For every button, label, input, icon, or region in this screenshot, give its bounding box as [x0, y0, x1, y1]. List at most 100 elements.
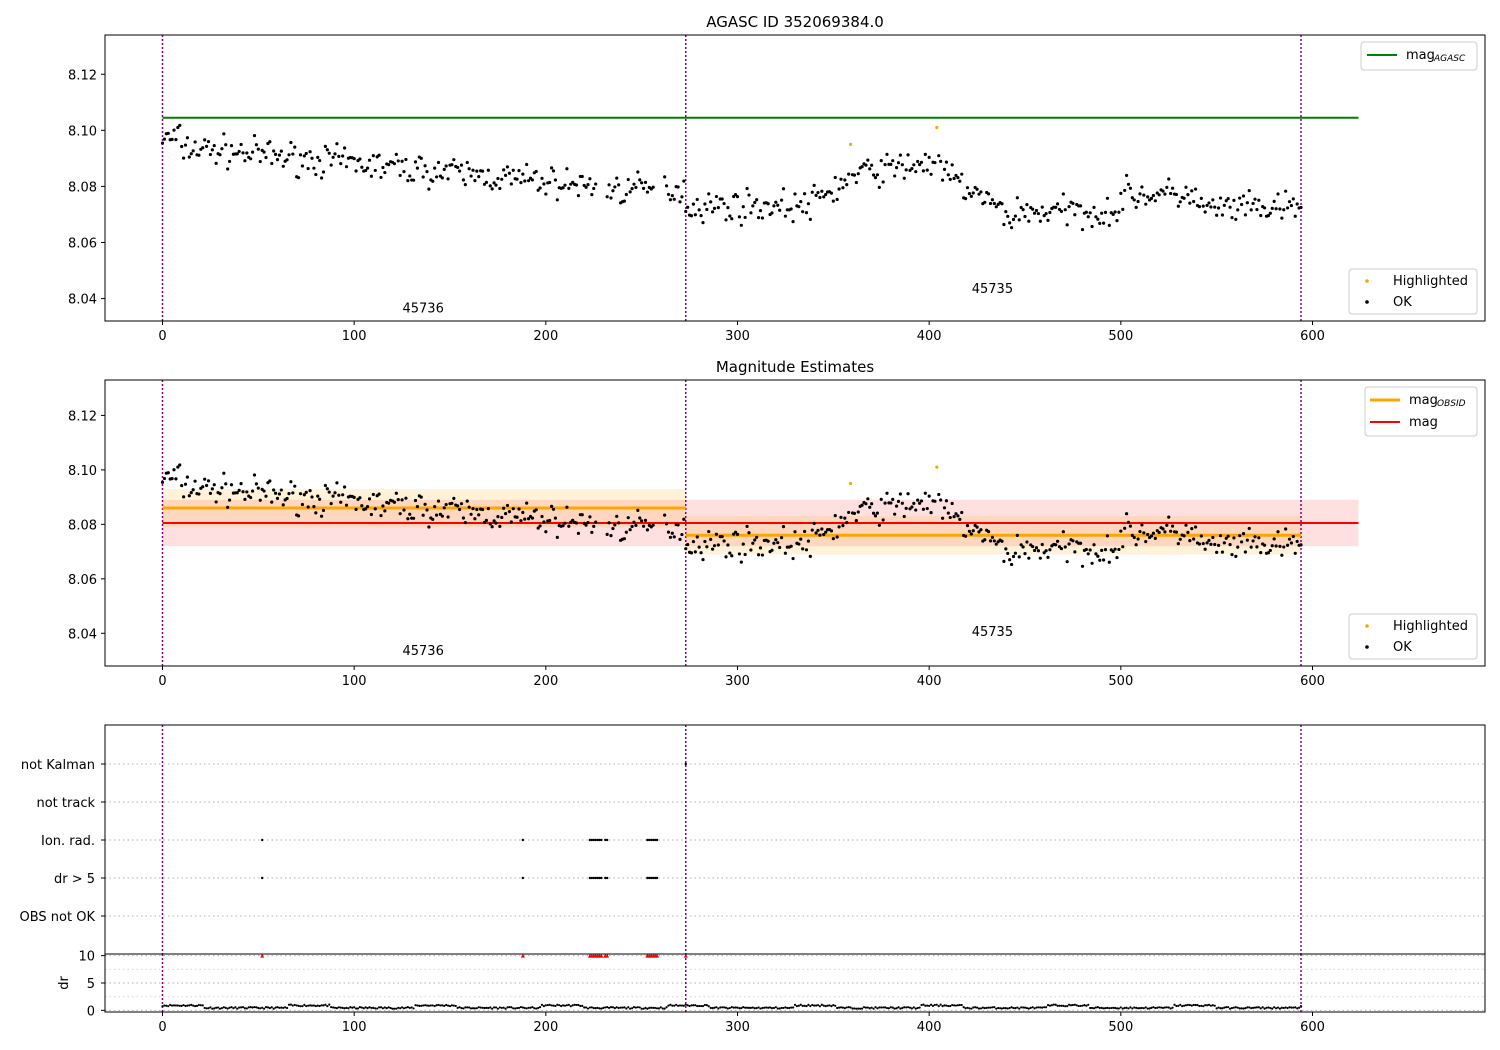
ok-point — [933, 499, 937, 503]
dr-point — [387, 1006, 390, 1009]
ok-point — [239, 142, 243, 147]
ok-point — [413, 498, 418, 503]
ok-point — [960, 172, 964, 176]
ok-point — [1121, 545, 1125, 549]
ok-point — [335, 142, 339, 146]
ok-point — [916, 159, 920, 164]
ok-point — [411, 516, 416, 520]
ok-point — [413, 160, 418, 164]
ok-point — [321, 508, 326, 512]
ok-point — [544, 192, 548, 196]
ok-point — [695, 197, 699, 202]
ok-point — [831, 199, 835, 203]
dr-point — [692, 1004, 695, 1007]
ok-point — [210, 148, 214, 152]
dr-point — [1079, 1004, 1082, 1008]
ok-point — [1078, 204, 1083, 208]
ok-point — [452, 496, 456, 500]
ok-point — [1222, 541, 1226, 545]
ok-point — [889, 501, 893, 505]
dr-point — [255, 1006, 258, 1009]
ok-point — [580, 513, 584, 517]
dr-point — [736, 1006, 739, 1009]
ok-point — [488, 184, 492, 188]
obsid-label: 45735 — [972, 625, 1013, 640]
ok-point — [1228, 542, 1232, 547]
ok-point — [613, 523, 617, 527]
ok-point — [433, 166, 437, 170]
ok-point — [480, 169, 485, 173]
dr-point — [322, 1004, 325, 1007]
dr-point — [184, 1004, 187, 1008]
ok-point — [218, 492, 222, 496]
dr-point — [926, 1004, 929, 1007]
dr-point — [337, 1006, 340, 1009]
ok-point — [354, 507, 358, 511]
ok-point — [212, 144, 216, 148]
ok-point — [779, 198, 784, 202]
dr-point — [525, 1007, 528, 1010]
ok-point — [563, 521, 567, 525]
dr-point — [510, 1006, 513, 1009]
dr-clipped-marker — [520, 953, 525, 958]
dr-point — [619, 1006, 622, 1009]
ok-point — [206, 139, 211, 144]
ok-point — [1268, 548, 1272, 553]
ok-point — [789, 207, 793, 211]
ok-point — [505, 165, 510, 169]
dr-point — [205, 1007, 208, 1010]
ok-point — [948, 515, 952, 520]
ok-point — [333, 152, 337, 156]
ok-point — [279, 149, 283, 153]
ok-point — [1220, 550, 1225, 554]
ok-point — [818, 533, 822, 537]
ok-point — [733, 530, 738, 534]
ok-point — [1230, 215, 1234, 220]
ok-point — [818, 195, 822, 200]
dr-point — [1182, 1004, 1186, 1007]
ok-point — [469, 512, 473, 516]
x-tick-label: 400 — [917, 1020, 942, 1035]
ok-point — [1103, 210, 1108, 214]
ok-point — [323, 483, 328, 488]
dr-point — [1104, 1006, 1107, 1010]
dr-point — [1190, 1004, 1193, 1007]
ok-point — [701, 221, 705, 225]
ok-point — [473, 179, 477, 183]
ok-point — [1284, 189, 1288, 193]
ok-point — [530, 516, 535, 520]
ok-point — [1262, 206, 1267, 210]
dr-point — [443, 1004, 446, 1008]
ok-point — [1259, 551, 1263, 555]
ok-point — [766, 539, 770, 543]
dr-point — [694, 1004, 697, 1007]
ok-point — [538, 186, 542, 190]
ok-point — [994, 205, 998, 209]
dr-point — [241, 1006, 245, 1009]
ok-point — [847, 172, 851, 176]
ok-point — [1218, 196, 1223, 200]
ok-point — [262, 489, 266, 493]
dr-point — [1244, 1006, 1247, 1010]
ok-point — [640, 181, 644, 185]
ok-point — [864, 163, 868, 167]
flag-point — [684, 762, 687, 766]
ok-point — [1238, 196, 1242, 200]
dr-point — [468, 1006, 471, 1009]
ok-point — [1124, 173, 1129, 178]
ok-point — [218, 153, 222, 157]
dr-point — [891, 1006, 894, 1009]
dr-point — [776, 1007, 779, 1010]
ok-point — [1080, 227, 1085, 232]
dr-point — [211, 1007, 214, 1010]
flag-point — [605, 838, 609, 842]
dr-point — [561, 1004, 565, 1007]
ok-point — [273, 152, 278, 156]
ok-point — [1044, 211, 1048, 216]
ok-point — [904, 506, 908, 510]
dr-point — [220, 1006, 224, 1010]
ok-point — [1149, 196, 1154, 200]
dr-point — [203, 1006, 206, 1010]
dr-point — [680, 1004, 684, 1007]
ok-point — [249, 157, 253, 161]
